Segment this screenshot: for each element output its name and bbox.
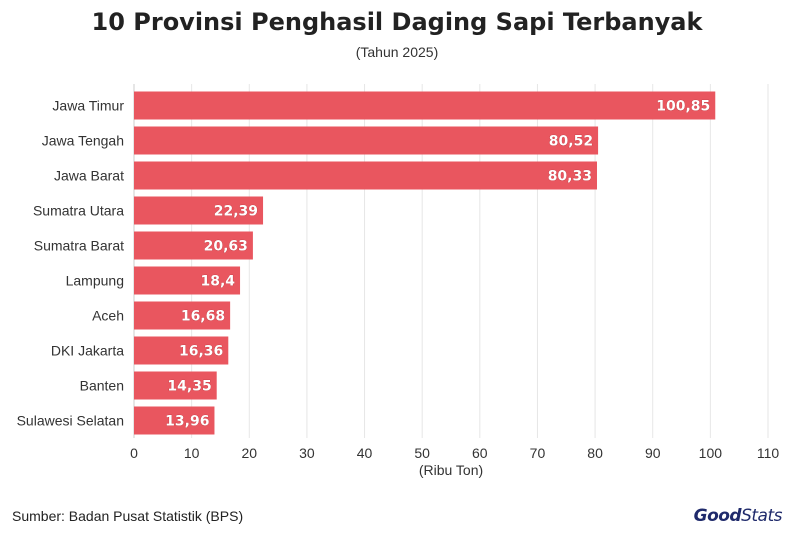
- x-tick-label: 50: [414, 445, 430, 461]
- chart-subtitle: (Tahun 2025): [355, 44, 439, 60]
- value-labels: 100,85 80,52 80,33 22,39 20,63 18,4 16,68 16,36…: [165, 98, 711, 430]
- goodstats-logo: GoodStats: [693, 506, 783, 526]
- bar: [134, 371, 217, 400]
- logo-stats: Stats: [741, 506, 782, 526]
- bar: [134, 196, 264, 225]
- category-label: Aceh: [92, 308, 124, 324]
- bar: [134, 266, 241, 295]
- logo-good: Good: [693, 506, 742, 526]
- bar: [134, 91, 716, 120]
- x-tick-label: 100: [699, 445, 723, 461]
- bar: [134, 126, 599, 155]
- x-tick-label: 90: [645, 445, 661, 461]
- category-label: Jawa Barat: [54, 168, 124, 184]
- value-label: 18,4: [201, 274, 236, 290]
- bar: [134, 406, 215, 435]
- category-label: Sulawesi Selatan: [17, 413, 124, 429]
- bar: [134, 301, 231, 330]
- chart-title: 10 Provinsi Penghasil Daging Sapi Terban…: [91, 8, 703, 36]
- x-tick-label: 20: [241, 445, 257, 461]
- value-label: 80,52: [549, 134, 593, 150]
- category-label: Jawa Tengah: [42, 133, 124, 149]
- x-tick-label: 70: [530, 445, 546, 461]
- category-label: Banten: [80, 378, 124, 394]
- value-label: 100,85: [656, 99, 710, 115]
- bar: [134, 161, 597, 190]
- x-tick-label: 30: [299, 445, 315, 461]
- category-label: Sumatra Utara: [33, 203, 124, 219]
- x-tick-labels: 0 10 20 30 40 50 60 70 80 90 100 110: [130, 445, 779, 461]
- value-label: 16,68: [181, 309, 225, 325]
- x-axis-label: (Ribu Ton): [419, 462, 483, 478]
- category-label: Lampung: [66, 273, 124, 289]
- category-labels: Jawa Timur Jawa Tengah Jawa Barat Sumatra U…: [17, 98, 125, 429]
- value-label: 22,39: [214, 204, 258, 220]
- value-label: 80,33: [548, 169, 592, 185]
- value-label: 20,63: [204, 239, 248, 255]
- category-label: Sumatra Barat: [34, 238, 124, 254]
- source-note: Sumber: Badan Pusat Statistik (BPS): [12, 508, 244, 524]
- x-tick-label: 60: [472, 445, 488, 461]
- bar: [134, 336, 229, 365]
- x-tick-label: 80: [587, 445, 603, 461]
- bar: [134, 231, 253, 260]
- bars: [134, 91, 716, 435]
- category-label: DKI Jakarta: [51, 343, 124, 359]
- x-tick-label: 40: [357, 445, 373, 461]
- x-tick-label: 0: [130, 445, 138, 461]
- value-label: 14,35: [167, 379, 211, 395]
- x-tick-label: 110: [757, 445, 780, 461]
- value-label: 16,36: [179, 344, 223, 360]
- category-label: Jawa Timur: [52, 98, 124, 114]
- value-label: 13,96: [165, 414, 209, 430]
- x-tick-label: 10: [184, 445, 200, 461]
